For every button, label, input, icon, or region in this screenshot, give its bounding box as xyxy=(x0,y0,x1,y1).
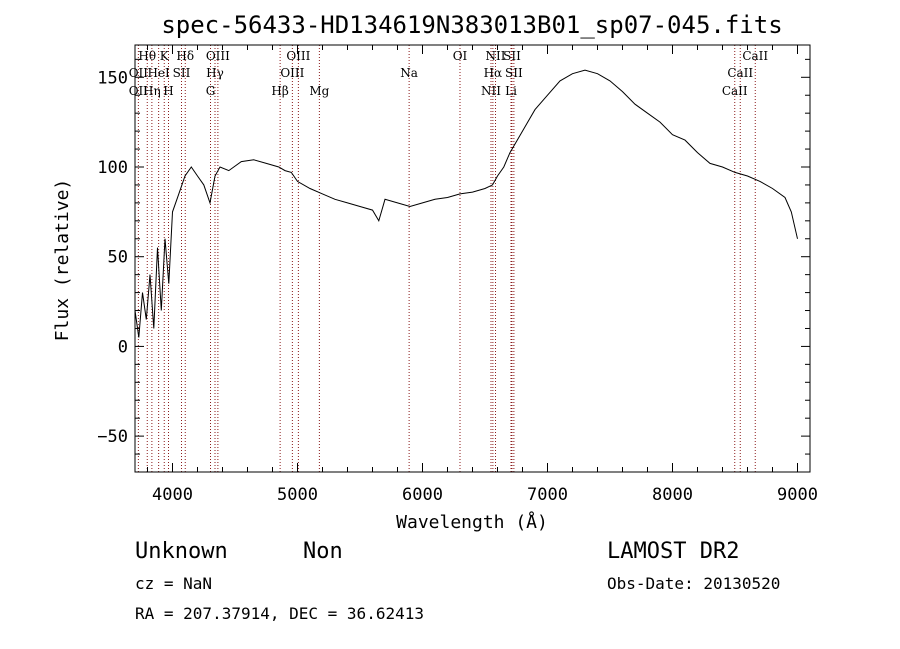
subclass-label: Non xyxy=(303,539,343,564)
spectral-line-label: HeI xyxy=(147,66,170,80)
spectral-line-label: K xyxy=(160,49,170,63)
spectral-line-label: OII xyxy=(129,66,149,80)
spectral-line-label: CaII xyxy=(742,49,768,63)
cz-text: cz = NaN xyxy=(135,574,212,593)
spectrum-series-line xyxy=(134,69,798,338)
spectral-line-label: Hγ xyxy=(206,66,224,80)
spectral-line-label: SII xyxy=(505,66,523,80)
x-tick-label: 5000 xyxy=(277,485,318,505)
spectral-line-label: SII xyxy=(173,66,191,80)
chart-title: spec-56433-HD134619N383013B01_sp07-045.f… xyxy=(161,11,782,39)
spectral-line-markers xyxy=(137,45,756,472)
spectral-line-label: OI xyxy=(453,49,468,63)
obs-date-text: Obs-Date: 20130520 xyxy=(607,574,780,593)
spectral-line-label: Li xyxy=(505,84,517,98)
spectral-line-label: OIII xyxy=(280,66,304,80)
spectral-line-label: Hθ xyxy=(138,49,156,63)
spectral-line-label: Hδ xyxy=(176,49,194,63)
y-tick-label: 0 xyxy=(118,337,128,357)
y-tick-label: 50 xyxy=(108,248,128,268)
x-axis-label: Wavelength (Å) xyxy=(396,511,548,533)
x-tick-label: 6000 xyxy=(402,485,443,505)
y-axis-label: Flux (relative) xyxy=(52,179,73,342)
spectral-line-label: Mg xyxy=(309,84,329,98)
y-tick-label: 150 xyxy=(97,68,128,88)
spectral-line-label: Hα xyxy=(484,66,503,80)
survey-label: LAMOST DR2 xyxy=(607,539,739,564)
x-tick-label: 8000 xyxy=(652,485,693,505)
spectral-line-label: OIII xyxy=(286,49,310,63)
spectral-line-label: H xyxy=(163,84,173,98)
spectral-line-label: G xyxy=(206,84,216,98)
spectral-line-label: SII xyxy=(503,49,521,63)
spectral-line-label: Hβ xyxy=(271,84,288,98)
class-label: Unknown xyxy=(135,539,228,564)
plot-frame xyxy=(134,44,811,473)
spectral-line-label: CaII xyxy=(727,66,753,80)
y-tick-label: 100 xyxy=(97,158,128,178)
spectral-line-label: Na xyxy=(400,66,418,80)
spectral-line-label: NII xyxy=(481,84,501,98)
x-axis-ticks: 4000 5000 6000 7000 8000 9000 xyxy=(147,45,818,505)
spectral-line-label: Hη xyxy=(143,84,161,98)
x-tick-label: 7000 xyxy=(527,485,568,505)
spectral-line-label: CaII xyxy=(722,84,748,98)
y-axis-ticks: −50 0 50 100 150 xyxy=(97,58,810,455)
radec-text: RA = 207.37914, DEC = 36.62413 xyxy=(135,604,424,623)
x-tick-label: 9000 xyxy=(777,485,818,505)
spectral-line-label: NII xyxy=(486,49,506,63)
spectral-line-label: OII xyxy=(129,84,149,98)
y-tick-label: −50 xyxy=(97,427,128,447)
x-tick-label: 4000 xyxy=(152,485,193,505)
spectral-line-label: OIII xyxy=(206,49,230,63)
